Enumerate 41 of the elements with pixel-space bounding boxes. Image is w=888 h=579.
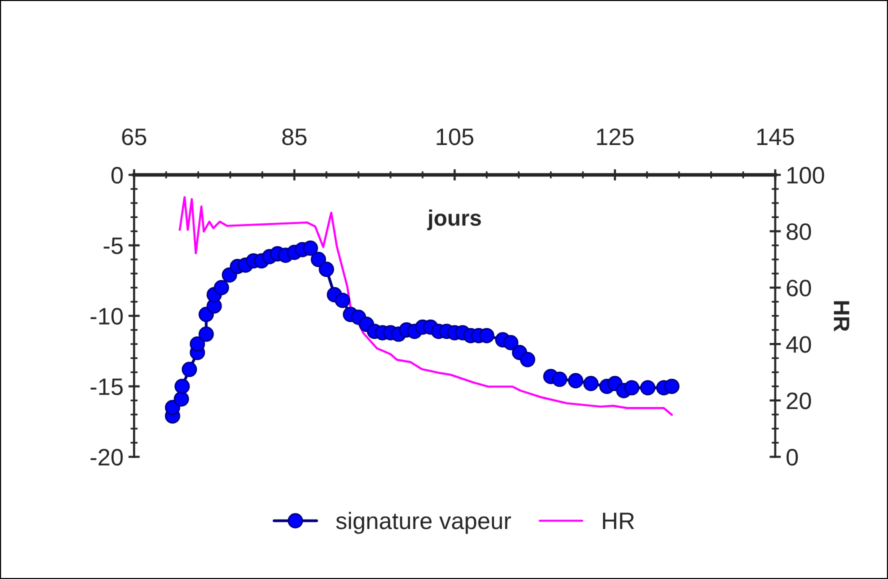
- legend-label: HR: [603, 512, 634, 530]
- point: [583, 376, 599, 392]
- point: [552, 372, 568, 387]
- point: [503, 334, 518, 350]
- y2-tick-label: 60: [786, 280, 811, 296]
- legend-label: signature vapeur: [336, 512, 511, 534]
- point: [664, 378, 680, 394]
- y-tick-label: -20: [90, 448, 123, 466]
- point: [310, 252, 326, 268]
- point: [334, 292, 350, 308]
- y2-tick-label: 0: [786, 448, 798, 466]
- point: [624, 380, 640, 396]
- x-tick-label: 65: [122, 128, 146, 146]
- point: [302, 240, 318, 256]
- y-tick-label: -15: [90, 378, 123, 396]
- y-tick-label: -5: [104, 238, 123, 254]
- point: [520, 352, 536, 368]
- y2-axis-title: HR: [834, 301, 850, 332]
- point: [190, 336, 206, 352]
- point: [214, 280, 230, 296]
- point: [182, 362, 198, 378]
- y2-tick-label: 40: [786, 336, 811, 353]
- x-tick-label: 125: [597, 128, 634, 146]
- point: [198, 326, 214, 342]
- point: [164, 400, 180, 416]
- y2-tick-label: 20: [786, 392, 811, 410]
- point: [318, 262, 334, 277]
- point: [174, 378, 190, 394]
- y2-tick-label: 80: [786, 223, 811, 240]
- y2-tick-label: 100: [787, 166, 824, 184]
- x-tick-label: 145: [757, 128, 794, 146]
- point: [568, 373, 584, 388]
- point: [479, 328, 494, 344]
- x-tick-label: 85: [282, 128, 307, 146]
- line-series: [178, 196, 673, 416]
- point: [640, 380, 656, 396]
- y-tick-label: -10: [90, 308, 123, 325]
- point: [174, 391, 190, 407]
- x-axis-title: jours: [427, 210, 481, 230]
- y-tick-label: 0: [111, 166, 123, 184]
- x-tick-label: 105: [436, 128, 474, 146]
